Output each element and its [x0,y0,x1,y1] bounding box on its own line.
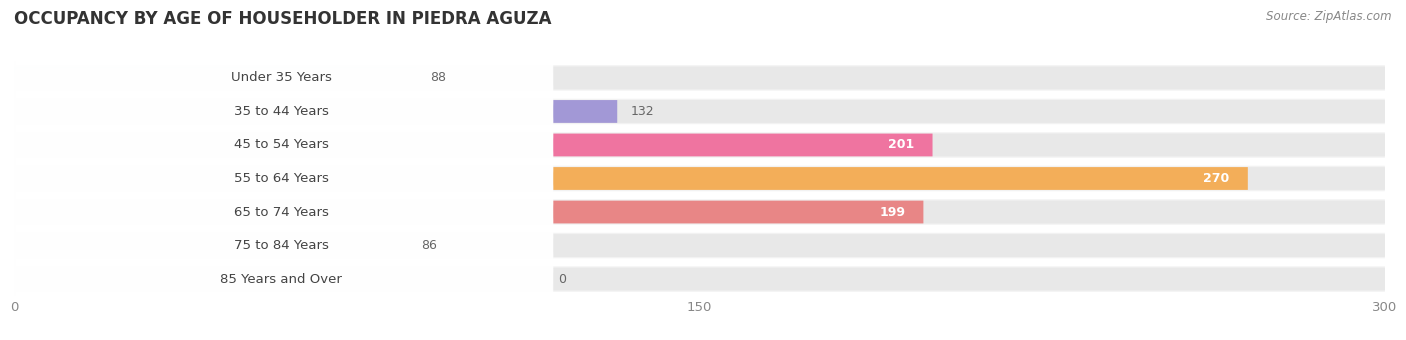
FancyBboxPatch shape [14,65,1385,91]
FancyBboxPatch shape [14,233,1385,258]
FancyBboxPatch shape [10,101,554,256]
Text: 199: 199 [879,205,905,219]
Text: 132: 132 [631,105,655,118]
FancyBboxPatch shape [14,234,1385,257]
FancyBboxPatch shape [14,67,416,89]
FancyBboxPatch shape [10,1,554,155]
Text: 65 to 74 Years: 65 to 74 Years [233,205,329,219]
FancyBboxPatch shape [14,167,1385,190]
FancyBboxPatch shape [14,268,1385,290]
FancyBboxPatch shape [14,266,1385,292]
FancyBboxPatch shape [10,168,554,323]
FancyBboxPatch shape [10,202,554,340]
Text: 45 to 54 Years: 45 to 54 Years [233,138,329,152]
Text: 201: 201 [889,138,914,152]
Text: 85 Years and Over: 85 Years and Over [221,273,342,286]
Text: 270: 270 [1204,172,1229,185]
FancyBboxPatch shape [14,234,408,257]
FancyBboxPatch shape [14,100,617,123]
FancyBboxPatch shape [14,166,1385,191]
FancyBboxPatch shape [14,199,1385,225]
FancyBboxPatch shape [14,99,1385,124]
FancyBboxPatch shape [14,167,1249,190]
Text: 88: 88 [430,71,446,84]
Text: Source: ZipAtlas.com: Source: ZipAtlas.com [1267,10,1392,23]
Text: Under 35 Years: Under 35 Years [231,71,332,84]
Text: OCCUPANCY BY AGE OF HOUSEHOLDER IN PIEDRA AGUZA: OCCUPANCY BY AGE OF HOUSEHOLDER IN PIEDR… [14,10,551,28]
Text: 86: 86 [420,239,437,252]
Text: 75 to 84 Years: 75 to 84 Years [233,239,329,252]
FancyBboxPatch shape [10,135,554,289]
Text: 35 to 44 Years: 35 to 44 Years [233,105,329,118]
FancyBboxPatch shape [10,68,554,222]
FancyBboxPatch shape [14,201,1385,223]
FancyBboxPatch shape [14,100,1385,123]
FancyBboxPatch shape [14,132,1385,158]
FancyBboxPatch shape [10,34,554,189]
FancyBboxPatch shape [14,134,932,156]
FancyBboxPatch shape [14,201,924,223]
FancyBboxPatch shape [14,134,1385,156]
FancyBboxPatch shape [14,67,1385,89]
Text: 0: 0 [558,273,565,286]
Text: 55 to 64 Years: 55 to 64 Years [233,172,329,185]
